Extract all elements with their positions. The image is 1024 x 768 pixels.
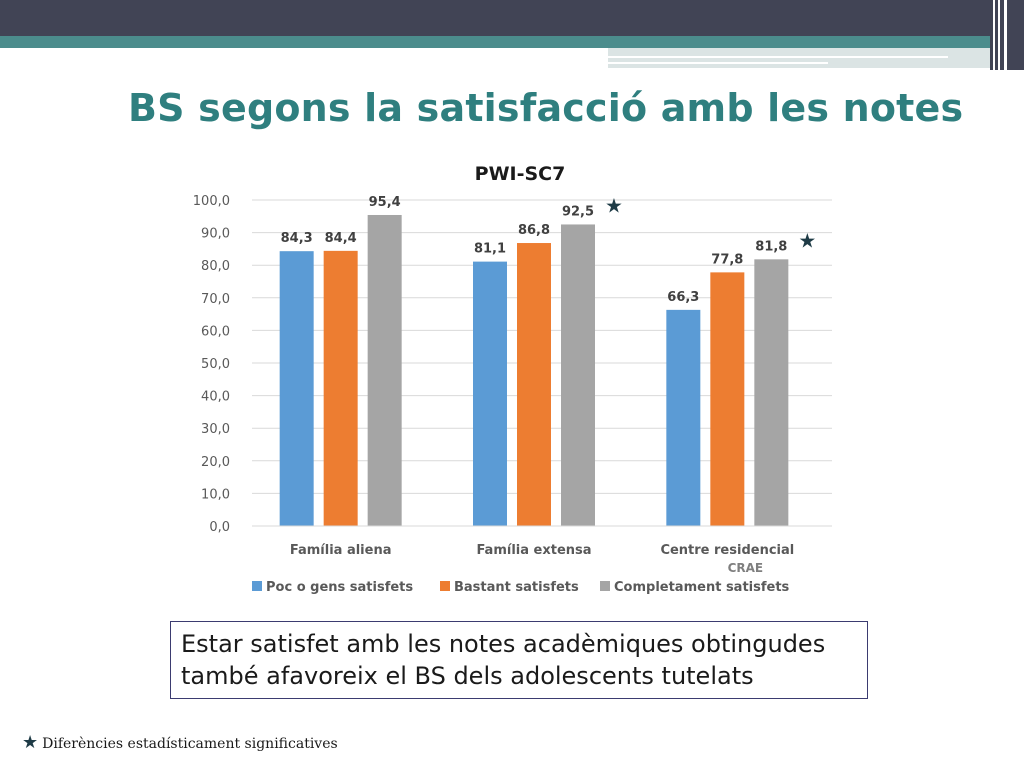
bar bbox=[279, 251, 314, 526]
data-label: 92,5 bbox=[562, 204, 594, 219]
bar bbox=[473, 261, 507, 526]
footnote-text: Diferències estadísticament significativ… bbox=[42, 736, 338, 752]
conclusion-line-2: també afavoreix el BS dels adolescents t… bbox=[181, 662, 754, 690]
data-label: 84,4 bbox=[325, 231, 357, 246]
x-category-label: Família aliena bbox=[290, 543, 392, 558]
legend-swatch bbox=[600, 581, 610, 591]
bar bbox=[517, 243, 551, 527]
y-tick-label: 20,0 bbox=[201, 455, 230, 470]
y-tick-label: 0,0 bbox=[209, 520, 230, 535]
legend-label: Bastant satisfets bbox=[454, 580, 579, 595]
y-tick-label: 90,0 bbox=[201, 227, 230, 242]
bar bbox=[666, 309, 701, 526]
decorative-line bbox=[608, 56, 948, 58]
chart-title: PWI-SC7 bbox=[475, 163, 566, 185]
star-icon: ★ bbox=[22, 732, 39, 753]
legend-swatch bbox=[252, 581, 262, 591]
conclusion-box: Estar satisfet amb les notes acadèmiques… bbox=[170, 621, 868, 699]
y-tick-label: 40,0 bbox=[201, 390, 230, 405]
top-bar bbox=[0, 0, 990, 36]
decorative-line bbox=[608, 62, 828, 64]
bar bbox=[754, 259, 789, 526]
legend-label: Completament satisfets bbox=[614, 580, 790, 595]
data-label: 81,1 bbox=[474, 242, 506, 257]
data-label: 81,8 bbox=[755, 239, 787, 254]
decorative-stripes bbox=[990, 0, 1024, 70]
bar bbox=[561, 224, 595, 526]
bar bbox=[367, 214, 402, 526]
y-tick-label: 60,0 bbox=[201, 324, 230, 339]
bar bbox=[323, 250, 358, 526]
chart-svg: PWI-SC7 0,0 10,0 20,0 30,0 40,0 50,0 60,0 70,0 80… bbox=[193, 163, 832, 595]
data-label: 84,3 bbox=[281, 231, 313, 246]
accent-band bbox=[0, 36, 1000, 48]
y-tick-label: 70,0 bbox=[201, 292, 230, 307]
y-tick-label: 50,0 bbox=[201, 357, 230, 372]
bar bbox=[710, 272, 745, 526]
decorative-band bbox=[608, 48, 1000, 68]
data-label: 86,8 bbox=[518, 223, 550, 238]
x-category-label: Família extensa bbox=[476, 543, 591, 558]
x-category-label: Centre residencial bbox=[660, 543, 794, 558]
significance-star-icon: ★ bbox=[605, 193, 623, 217]
y-tick-label: 10,0 bbox=[201, 487, 230, 502]
slide-title: BS segons la satisfacció amb les notes bbox=[128, 86, 964, 130]
data-label: 77,8 bbox=[711, 252, 743, 267]
significance-star-icon: ★ bbox=[798, 228, 816, 252]
conclusion-line-1: Estar satisfet amb les notes acadèmiques… bbox=[181, 630, 826, 658]
y-tick-label: 100,0 bbox=[193, 194, 230, 209]
bar-chart: PWI-SC7 0,0 10,0 20,0 30,0 40,0 50,0 60,0 70,0 80… bbox=[160, 150, 860, 610]
data-label: 95,4 bbox=[369, 195, 401, 210]
data-label: 66,3 bbox=[667, 290, 699, 305]
legend-label: Poc o gens satisfets bbox=[266, 580, 413, 595]
legend-swatch bbox=[440, 581, 450, 591]
footnote: ★ Diferències estadísticament significati… bbox=[22, 732, 338, 753]
y-tick-label: 80,0 bbox=[201, 259, 230, 274]
x-category-sublabel: CRAE bbox=[728, 561, 764, 575]
y-tick-label: 30,0 bbox=[201, 422, 230, 437]
